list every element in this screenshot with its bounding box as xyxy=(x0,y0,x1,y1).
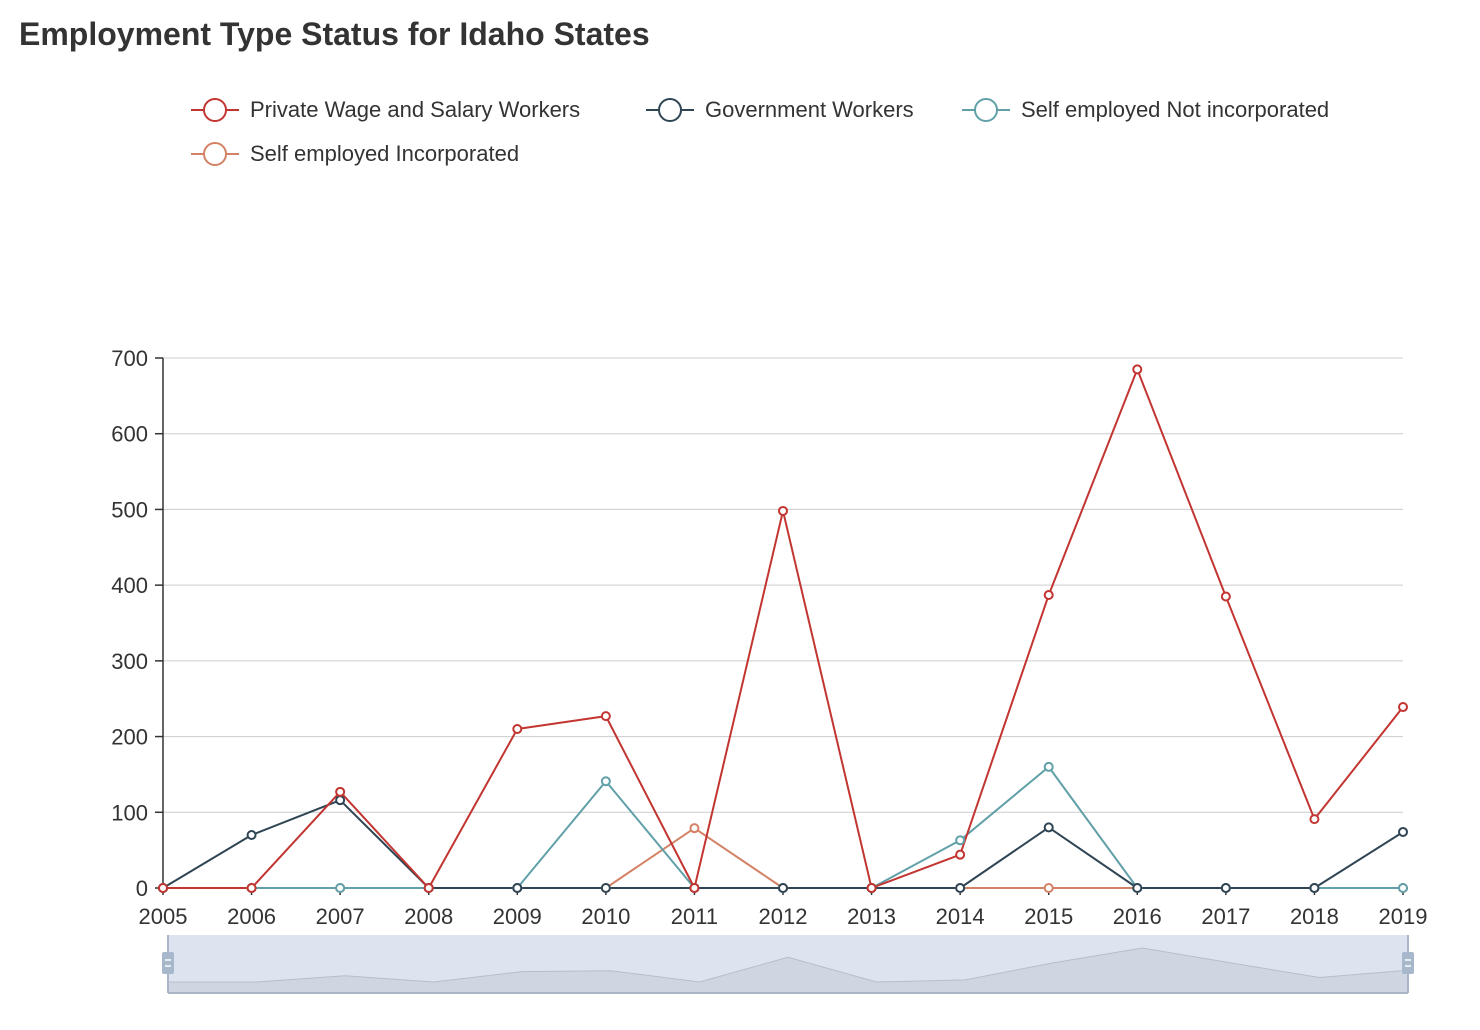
legend-marker-icon xyxy=(962,98,1010,122)
y-tick-label: 400 xyxy=(111,573,148,598)
x-tick-label: 2016 xyxy=(1113,904,1162,929)
y-tick-label: 500 xyxy=(111,497,148,522)
data-point[interactable] xyxy=(335,786,346,797)
data-point[interactable] xyxy=(1043,822,1054,833)
data-point[interactable] xyxy=(158,883,168,893)
x-tick-label: 2014 xyxy=(936,904,985,929)
x-tick-label: 2019 xyxy=(1379,904,1428,929)
legend-item-self-not-incorporated[interactable]: Self employed Not incorporated xyxy=(961,95,1329,125)
data-point[interactable] xyxy=(1132,883,1143,893)
data-point[interactable] xyxy=(1398,702,1408,713)
data-point[interactable] xyxy=(1309,814,1320,825)
data-point[interactable] xyxy=(600,883,611,893)
x-tick-label: 2012 xyxy=(759,904,808,929)
legend-item-self-incorporated[interactable]: Self employed Incorporated xyxy=(190,139,519,169)
data-point[interactable] xyxy=(1043,761,1054,772)
chart-title: Employment Type Status for Idaho States xyxy=(19,16,650,52)
y-tick-label: 100 xyxy=(111,800,148,825)
y-tick-label: 0 xyxy=(136,876,148,901)
legend-item-private-wage[interactable]: Private Wage and Salary Workers xyxy=(190,95,580,125)
data-point[interactable] xyxy=(1398,883,1408,893)
data-point[interactable] xyxy=(1220,591,1231,602)
data-point[interactable] xyxy=(778,505,788,516)
data-point[interactable] xyxy=(778,883,788,893)
legend-label: Self employed Not incorporated xyxy=(1021,97,1330,122)
legend-item-government[interactable]: Government Workers xyxy=(645,95,914,125)
y-tick-label: 600 xyxy=(111,422,148,447)
legend-marker-icon xyxy=(191,98,239,122)
x-tick-label: 2017 xyxy=(1201,904,1250,929)
data-point[interactable] xyxy=(423,883,434,893)
x-tick-label: 2018 xyxy=(1290,904,1339,929)
data-point[interactable] xyxy=(955,883,966,893)
data-point[interactable] xyxy=(335,795,346,806)
data-point[interactable] xyxy=(600,711,611,722)
x-tick-label: 2010 xyxy=(581,904,630,929)
data-point[interactable] xyxy=(246,830,257,840)
legend-label: Government Workers xyxy=(705,97,914,122)
data-point[interactable] xyxy=(512,883,523,893)
series-line-2 xyxy=(162,799,1404,889)
zoom-preview-area xyxy=(168,948,1408,993)
x-tick-label: 2006 xyxy=(227,904,276,929)
legend-label: Self employed Incorporated xyxy=(250,141,520,166)
y-tick-label: 200 xyxy=(111,725,148,750)
data-point[interactable] xyxy=(1220,883,1231,893)
data-point[interactable] xyxy=(866,883,877,893)
x-tick-label: 2007 xyxy=(316,904,365,929)
data-point[interactable] xyxy=(689,823,700,834)
legend-marker-icon xyxy=(646,98,694,122)
data-point[interactable] xyxy=(955,835,966,846)
data-point[interactable] xyxy=(1043,883,1054,893)
y-tick-label: 300 xyxy=(111,649,148,674)
x-tick-label: 2005 xyxy=(139,904,188,929)
zoom-preview-line xyxy=(168,947,1409,983)
data-point[interactable] xyxy=(1043,589,1054,600)
zoom-handle-right[interactable] xyxy=(1402,952,1414,974)
legend-marker-icon xyxy=(191,142,239,166)
data-point[interactable] xyxy=(955,849,966,860)
x-tick-label: 2015 xyxy=(1024,904,1073,929)
series-line-4 xyxy=(163,827,1403,889)
data-point[interactable] xyxy=(512,724,523,734)
data-point[interactable] xyxy=(1398,826,1408,837)
x-tick-label: 2013 xyxy=(847,904,896,929)
legend-label: Private Wage and Salary Workers xyxy=(250,97,581,122)
data-point[interactable] xyxy=(335,883,346,893)
data-point[interactable] xyxy=(1132,364,1143,375)
y-tick-label: 700 xyxy=(111,346,148,371)
x-tick-label: 2011 xyxy=(671,904,718,929)
data-point[interactable] xyxy=(246,883,257,893)
x-tick-label: 2008 xyxy=(404,904,453,929)
zoom-handle-left[interactable] xyxy=(162,952,174,974)
data-point[interactable] xyxy=(689,883,700,893)
data-point[interactable] xyxy=(1309,883,1320,893)
data-point[interactable] xyxy=(600,776,611,787)
series-line-3 xyxy=(163,765,1403,889)
x-tick-label: 2009 xyxy=(493,904,542,929)
